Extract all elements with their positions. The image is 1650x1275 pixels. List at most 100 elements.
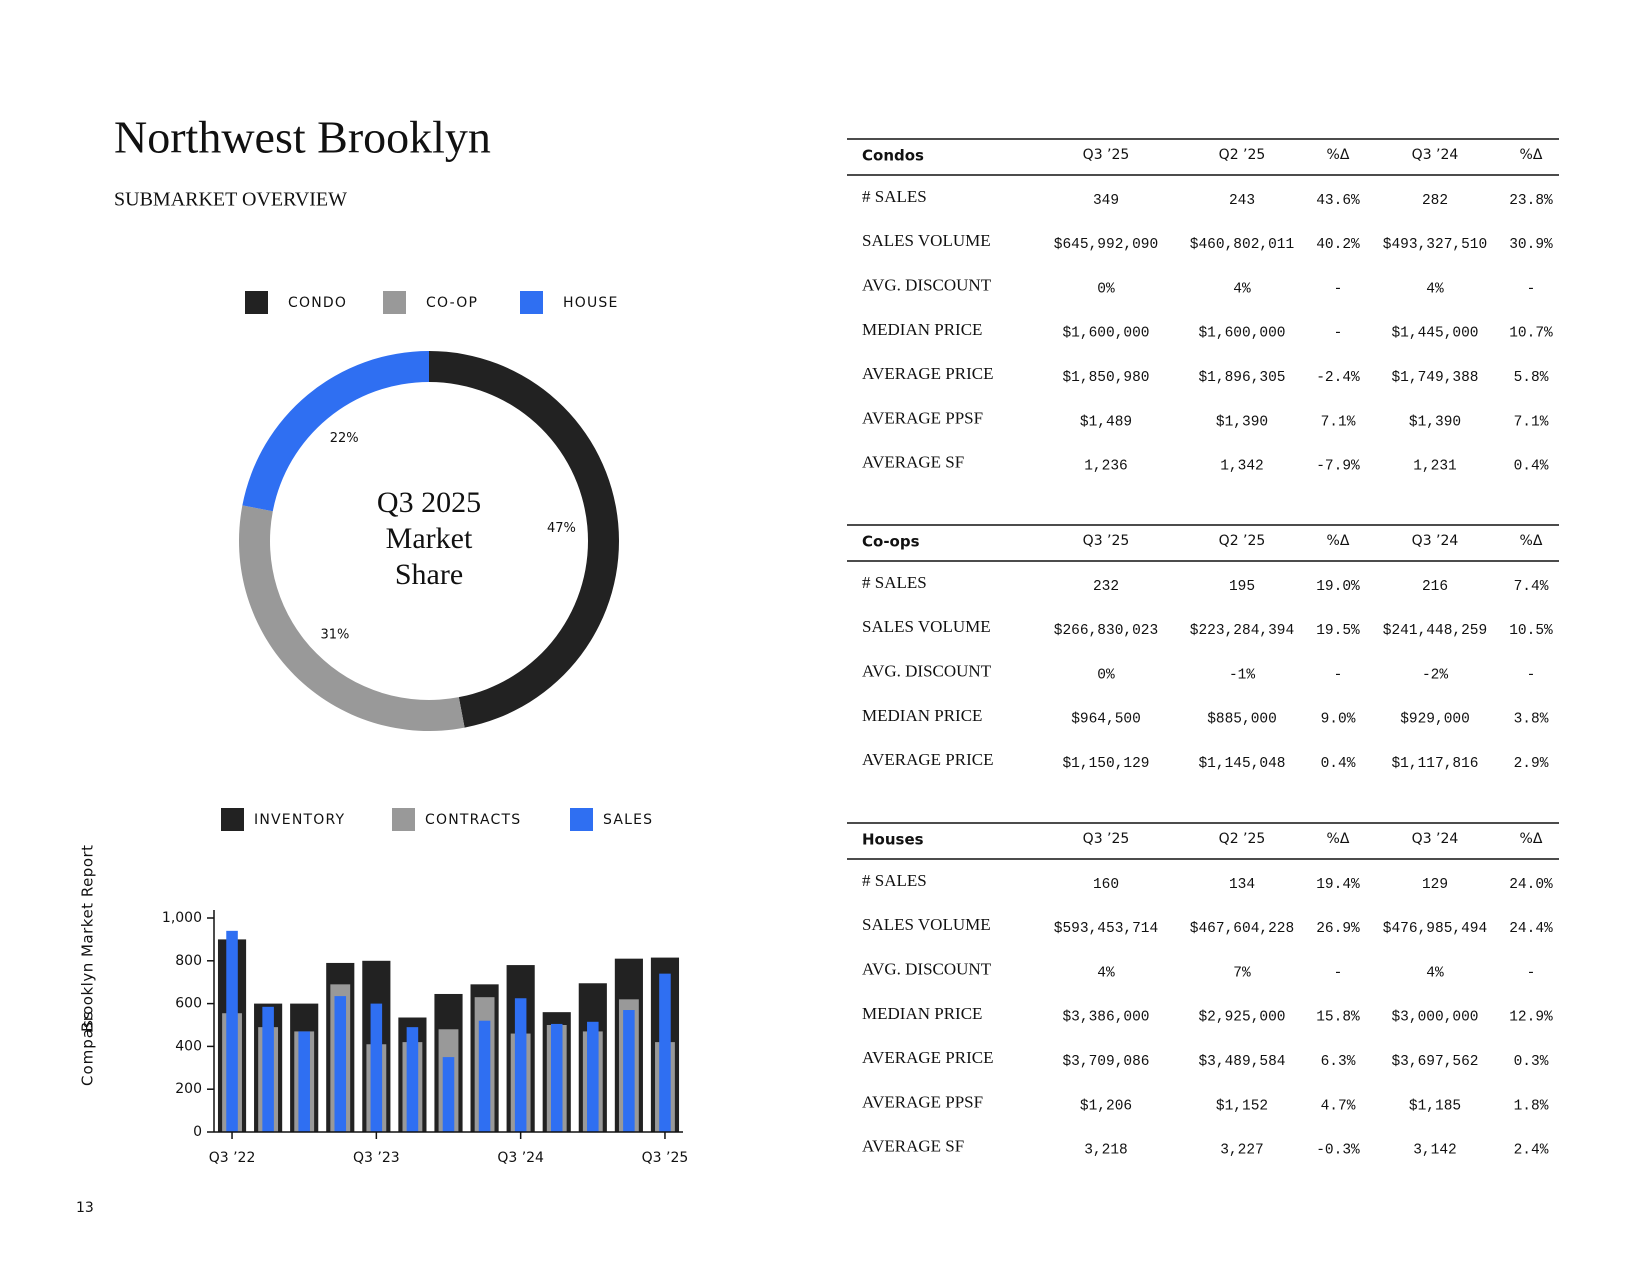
table-cell: $266,830,023 — [1054, 623, 1158, 639]
column-header: Q3 ’24 — [1412, 533, 1459, 549]
legend-swatch — [570, 808, 593, 831]
row-label: AVERAGE PRICE — [862, 750, 993, 769]
table-cell: -2% — [1422, 667, 1448, 683]
row-label: AVERAGE PPSF — [862, 1092, 983, 1111]
donut-value-label: 31% — [321, 628, 350, 643]
row-label: AVERAGE PRICE — [862, 364, 993, 383]
table-cell: 12.9% — [1509, 1010, 1553, 1026]
row-label: AVG. DISCOUNT — [862, 960, 992, 979]
table-cell: 43.6% — [1316, 193, 1360, 209]
table-cell: $223,284,394 — [1190, 623, 1294, 639]
table-cell: $1,117,816 — [1391, 756, 1478, 772]
x-tick-label: Q3 ’25 — [642, 1150, 689, 1166]
table-cell: 5.8% — [1514, 370, 1549, 386]
row-label: AVERAGE PRICE — [862, 1048, 993, 1067]
table-cell: 1.8% — [1514, 1098, 1549, 1114]
table-cell: 4% — [1426, 281, 1444, 297]
x-tick-label: Q3 ’22 — [209, 1150, 256, 1166]
donut-segment — [242, 351, 429, 512]
column-header: %Δ — [1520, 831, 1543, 847]
table-cell: 9.0% — [1321, 712, 1356, 728]
table-cell: $3,386,000 — [1062, 1010, 1149, 1026]
table-cell: $3,697,562 — [1391, 1054, 1478, 1070]
table-cell: 232 — [1093, 579, 1119, 595]
table-cell: 216 — [1422, 579, 1448, 595]
row-label: AVG. DISCOUNT — [862, 276, 992, 295]
table-cell: 19.5% — [1316, 623, 1360, 639]
table-cell: 4% — [1233, 281, 1251, 297]
table-cell: -0.3% — [1316, 1143, 1360, 1159]
table-cell: 7.4% — [1514, 579, 1549, 595]
table-cell: 1,236 — [1084, 459, 1128, 475]
table-cell: 6.3% — [1321, 1054, 1356, 1070]
row-label: # SALES — [862, 871, 927, 890]
table-cell: - — [1334, 667, 1343, 683]
table-cell: 1,231 — [1413, 459, 1457, 475]
table-cell: $2,925,000 — [1198, 1010, 1285, 1026]
column-header: %Δ — [1327, 831, 1350, 847]
y-tick-label: 0 — [193, 1124, 202, 1140]
column-header: %Δ — [1327, 533, 1350, 549]
table-cell: 23.8% — [1509, 193, 1553, 209]
table-cell: - — [1334, 326, 1343, 342]
table-cell: $1,489 — [1080, 414, 1132, 430]
table-cell: $1,600,000 — [1198, 326, 1285, 342]
table-cell: 2.4% — [1514, 1143, 1549, 1159]
table-cell: $885,000 — [1207, 712, 1277, 728]
x-tick-label: Q3 ’24 — [497, 1150, 544, 1166]
row-label: # SALES — [862, 573, 927, 592]
table-cell: $1,600,000 — [1062, 326, 1149, 342]
table-cell: $1,206 — [1080, 1098, 1132, 1114]
table-cell: $1,749,388 — [1391, 370, 1478, 386]
row-label: AVERAGE PPSF — [862, 408, 983, 427]
table-cell: 24.0% — [1509, 877, 1553, 893]
table-cell: 4% — [1097, 965, 1115, 981]
table-cell: 160 — [1093, 877, 1119, 893]
table-cell: $929,000 — [1400, 712, 1470, 728]
table-cell: $476,985,494 — [1383, 921, 1487, 937]
donut-segment — [238, 505, 465, 732]
table-cell: $1,896,305 — [1198, 370, 1285, 386]
table-cell: $3,000,000 — [1391, 1010, 1478, 1026]
legend-label: HOUSE — [563, 295, 619, 311]
legend-swatch — [221, 808, 244, 831]
x-tick-label: Q3 ’23 — [353, 1150, 400, 1166]
table-cell: $241,448,259 — [1383, 623, 1487, 639]
table-cell: 0.4% — [1321, 756, 1356, 772]
table-cell: 4% — [1426, 965, 1444, 981]
table-cell: 19.4% — [1316, 877, 1360, 893]
row-label: MEDIAN PRICE — [862, 1004, 982, 1023]
table-cell: 0.4% — [1514, 459, 1549, 475]
row-label: MEDIAN PRICE — [862, 320, 982, 339]
table-cell: 19.0% — [1316, 579, 1360, 595]
bar — [334, 996, 347, 1132]
legend-label: CONDO — [288, 295, 347, 311]
table-cell: 24.4% — [1509, 921, 1553, 937]
row-label: # SALES — [862, 187, 927, 206]
table-name: Condos — [862, 147, 924, 165]
table-cell: 1,342 — [1220, 459, 1264, 475]
y-tick-label: 400 — [175, 1038, 202, 1054]
table-cell: $1,152 — [1216, 1098, 1268, 1114]
donut-value-label: 22% — [330, 431, 359, 446]
column-header: Q2 ’25 — [1219, 831, 1266, 847]
table-cell: - — [1334, 965, 1343, 981]
table-cell: $593,453,714 — [1054, 921, 1158, 937]
table-cell: 3,227 — [1220, 1143, 1264, 1159]
table-cell: - — [1527, 281, 1536, 297]
table-cell: -7.9% — [1316, 459, 1360, 475]
column-header: Q3 ’25 — [1083, 147, 1130, 163]
report-name: Brooklyn Market Report — [79, 844, 97, 1032]
table-cell: 7% — [1233, 965, 1251, 981]
donut-segment — [429, 351, 620, 728]
table-cell: 3,218 — [1084, 1143, 1128, 1159]
table-cell: $1,850,980 — [1062, 370, 1149, 386]
column-header: Q2 ’25 — [1219, 533, 1266, 549]
column-header: Q2 ’25 — [1219, 147, 1266, 163]
page-subtitle: SUBMARKET OVERVIEW — [114, 189, 347, 211]
legend-label: CONTRACTS — [425, 812, 521, 828]
table-cell: $1,390 — [1216, 414, 1268, 430]
bar — [623, 1010, 635, 1132]
column-header: Q3 ’24 — [1412, 147, 1459, 163]
table-cell: 7.1% — [1321, 414, 1356, 430]
